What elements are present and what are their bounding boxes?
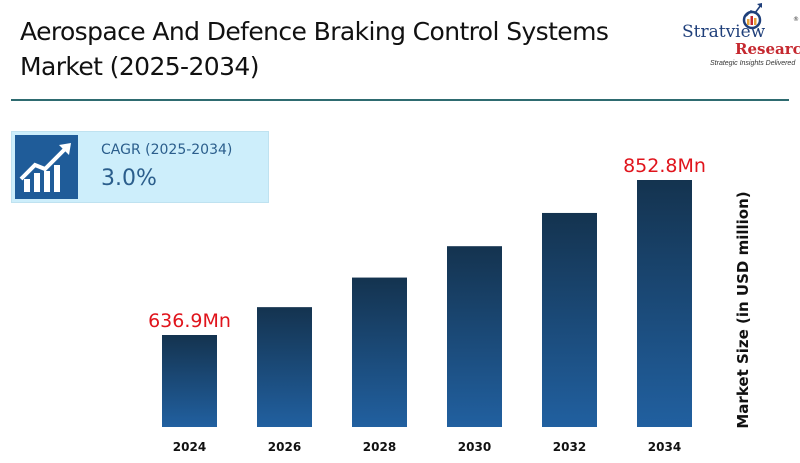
logo-brand: Stratview [682,22,766,42]
bar-2024 [162,335,217,427]
data-label-2034: 852.8Mn [623,155,706,177]
cagr-card: CAGR (2025-2034) 3.0% [11,131,269,203]
cagr-value: 3.0% [101,166,157,191]
stratview-logo: Stratview ® Research Strategic Insights … [676,2,800,72]
logo-registered: ® [793,16,799,23]
x-tick-2034: 2034 [648,440,681,454]
bar-2030 [447,246,502,427]
page-title: Aerospace And Defence Braking Control Sy… [20,14,609,84]
cagr-label: CAGR (2025-2034) [101,142,233,158]
bar-2026 [257,307,312,427]
magnifier-chart-icon [742,3,762,30]
title-line-2: Market (2025-2034) [20,52,259,81]
x-tick-2028: 2028 [363,440,396,454]
x-tick-2030: 2030 [458,440,491,454]
title-line-1: Aerospace And Defence Braking Control Sy… [20,17,609,46]
y-axis-label: Market Size (in USD million) [734,191,752,429]
x-tick-2026: 2026 [268,440,301,454]
bar-2032 [542,212,597,427]
bar-2034 [637,180,692,427]
logo-research: Research [735,40,800,58]
x-tick-2032: 2032 [553,440,586,454]
logo-tagline: Strategic Insights Delivered [710,60,796,67]
growth-chart-icon [15,135,78,199]
x-tick-2024: 2024 [173,440,206,454]
data-label-2024: 636.9Mn [148,310,231,332]
title-divider [11,99,789,101]
bar-2028 [352,277,407,427]
